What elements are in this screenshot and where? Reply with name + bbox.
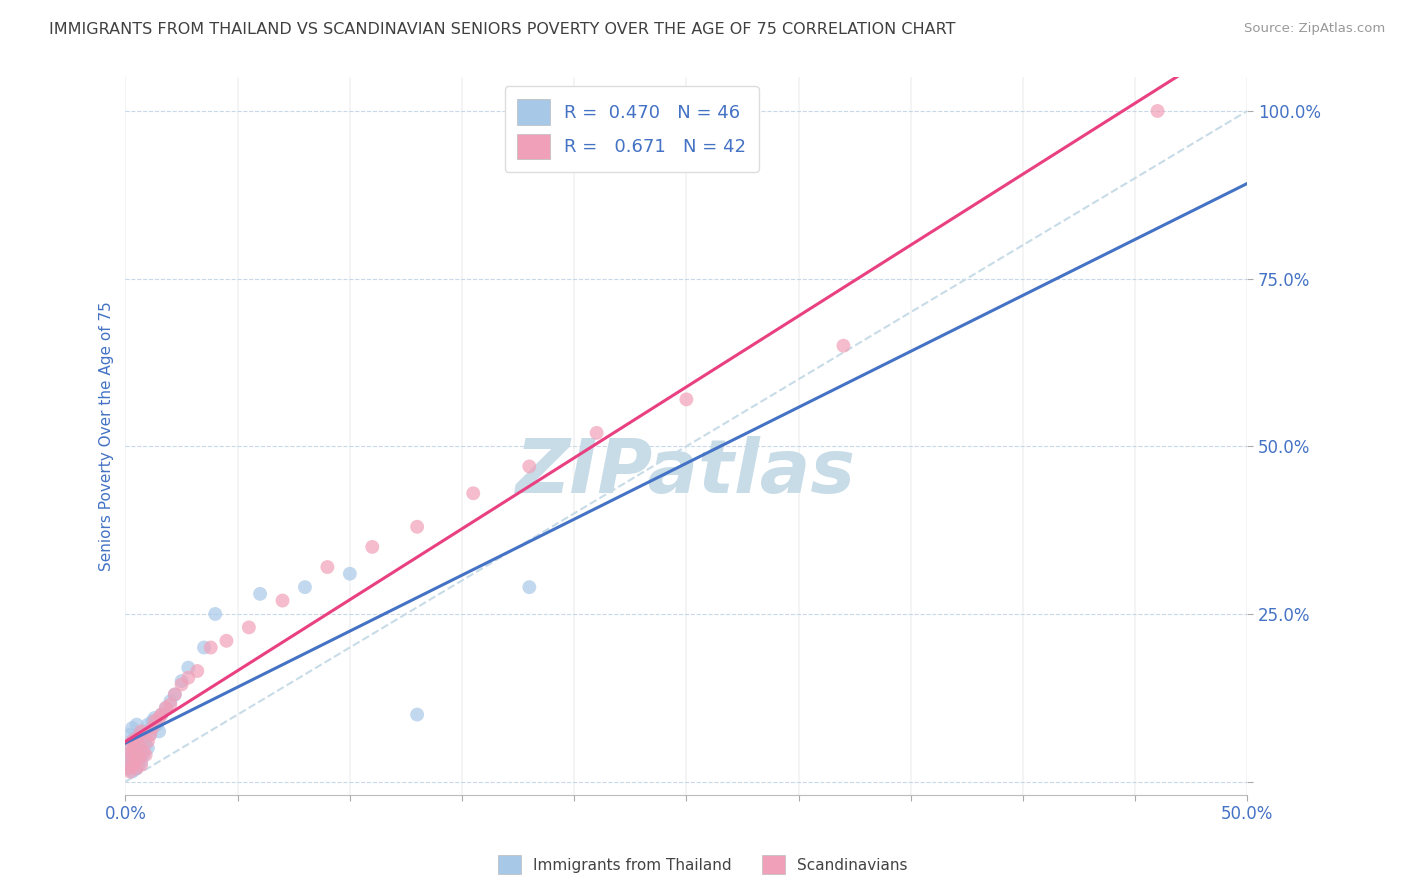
Point: [124, 755, 146, 769]
Point: [135, 738, 157, 752]
Point: [129, 734, 152, 748]
Point: [124, 747, 146, 762]
Point: [128, 728, 150, 742]
Point: [200, 640, 222, 655]
Point: [177, 660, 200, 674]
Point: [129, 724, 152, 739]
Point: [117, 761, 139, 775]
Point: [159, 694, 181, 708]
Point: [129, 755, 152, 769]
Point: [170, 674, 193, 689]
Point: [238, 620, 260, 634]
Point: [125, 731, 148, 745]
Point: [118, 728, 141, 742]
Point: [159, 698, 181, 712]
Point: [124, 741, 146, 756]
Legend: Immigrants from Thailand, Scandinavians: Immigrants from Thailand, Scandinavians: [492, 849, 914, 880]
Point: [125, 738, 148, 752]
Point: [141, 721, 163, 735]
Point: [177, 671, 200, 685]
Point: [125, 761, 148, 775]
Point: [136, 734, 159, 748]
Point: [121, 755, 143, 769]
Point: [517, 459, 540, 474]
Point: [129, 757, 152, 772]
Point: [155, 701, 177, 715]
Y-axis label: Seniors Poverty Over the Age of 75: Seniors Poverty Over the Age of 75: [100, 301, 114, 571]
Point: [132, 747, 155, 762]
Point: [150, 707, 173, 722]
Point: [271, 593, 294, 607]
Text: ZIPatlas: ZIPatlas: [516, 435, 856, 508]
Point: [117, 757, 139, 772]
Point: [339, 566, 361, 581]
Point: [155, 701, 177, 715]
Point: [118, 764, 141, 779]
Point: [121, 757, 143, 772]
Point: [139, 728, 162, 742]
Point: [136, 741, 159, 756]
Point: [215, 633, 238, 648]
Point: [1146, 103, 1168, 118]
Point: [148, 711, 170, 725]
Point: [163, 688, 186, 702]
Point: [135, 747, 157, 762]
Text: Source: ZipAtlas.com: Source: ZipAtlas.com: [1244, 22, 1385, 36]
Point: [150, 707, 173, 722]
Point: [128, 757, 150, 772]
Point: [204, 607, 226, 621]
Point: [146, 717, 169, 731]
Point: [361, 540, 384, 554]
Point: [143, 711, 166, 725]
Point: [128, 738, 150, 752]
Point: [117, 747, 139, 762]
Point: [585, 425, 607, 440]
Point: [125, 761, 148, 775]
Point: [125, 751, 148, 765]
Point: [406, 707, 429, 722]
Point: [143, 714, 166, 729]
Point: [118, 761, 141, 775]
Point: [128, 751, 150, 765]
Point: [121, 764, 143, 779]
Point: [117, 755, 139, 769]
Point: [316, 560, 339, 574]
Point: [124, 757, 146, 772]
Point: [170, 677, 193, 691]
Point: [121, 721, 143, 735]
Point: [163, 688, 186, 702]
Point: [132, 724, 155, 739]
Point: [132, 744, 155, 758]
Point: [124, 731, 146, 745]
Point: [139, 728, 162, 742]
Point: [121, 734, 143, 748]
Point: [249, 587, 271, 601]
Point: [832, 339, 855, 353]
Point: [121, 734, 143, 748]
Text: IMMIGRANTS FROM THAILAND VS SCANDINAVIAN SENIORS POVERTY OVER THE AGE OF 75 CORR: IMMIGRANTS FROM THAILAND VS SCANDINAVIAN…: [49, 22, 956, 37]
Point: [294, 580, 316, 594]
Point: [118, 738, 141, 752]
Point: [136, 717, 159, 731]
Point: [118, 738, 141, 752]
Point: [193, 640, 215, 655]
Point: [186, 664, 208, 678]
Point: [128, 744, 150, 758]
Point: [121, 747, 143, 762]
Point: [125, 717, 148, 731]
Point: [117, 747, 139, 762]
Point: [675, 392, 697, 407]
Point: [148, 724, 170, 739]
Point: [463, 486, 485, 500]
Point: [118, 751, 141, 765]
Legend: R =  0.470   N = 46, R =   0.671   N = 42: R = 0.470 N = 46, R = 0.671 N = 42: [505, 87, 759, 172]
Point: [517, 580, 540, 594]
Point: [406, 520, 429, 534]
Point: [141, 714, 163, 729]
